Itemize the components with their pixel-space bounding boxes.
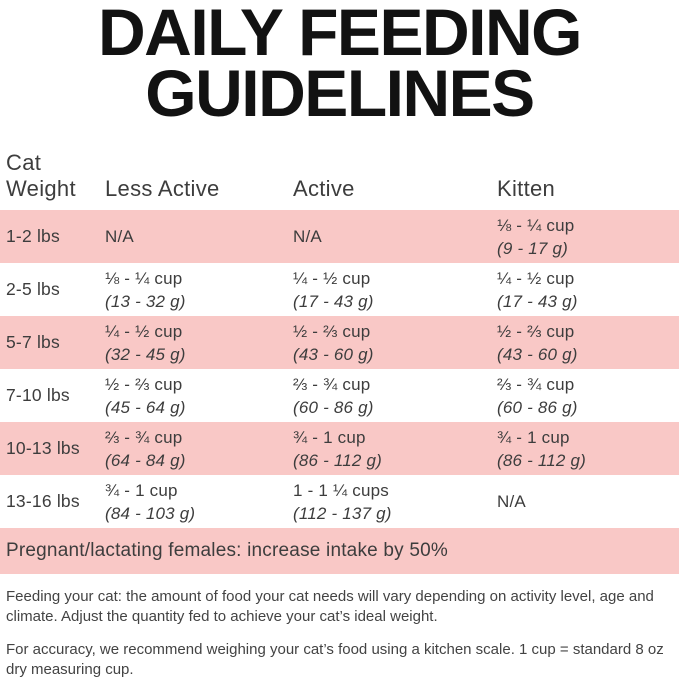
- column-header-less-active: Less Active: [105, 176, 220, 201]
- cups-line: N/A: [293, 227, 322, 246]
- grams-line: (84 - 103 g): [105, 503, 196, 523]
- table-header-row: Cat Weight Less Active Active Kitten: [0, 150, 679, 202]
- grams-line: (17 - 43 g): [293, 291, 374, 311]
- column-header-cat-weight: Cat Weight: [6, 150, 76, 201]
- cups-line: N/A: [105, 227, 134, 246]
- less-active-cell: N/A: [105, 210, 293, 263]
- grams-line: (9 - 17 g): [497, 238, 568, 258]
- cups-line: ⅛ - ¼ cup: [497, 215, 575, 235]
- cups-line: ¾ - 1 cup: [293, 427, 366, 447]
- cups-line: ¼ - ½ cup: [497, 268, 575, 288]
- cups-line: ¾ - 1 cup: [497, 427, 570, 447]
- grams-line: (86 - 112 g): [293, 450, 383, 470]
- footnote-feeding: Feeding your cat: the amount of food you…: [6, 588, 654, 625]
- active-cell: ½ - ⅔ cup (43 - 60 g): [293, 316, 497, 369]
- weight-cell: 13-16 lbs: [6, 491, 80, 511]
- feeding-table: 1-2 lbs N/A N/A ⅛ - ¼ cup (9 - 17 g) 2-5…: [0, 210, 679, 528]
- cups-line: ⅔ - ¾ cup: [293, 374, 371, 394]
- pregnant-note-text: Pregnant/lactating females: increase int…: [6, 540, 448, 561]
- less-active-cell: ½ - ⅔ cup (45 - 64 g): [105, 369, 293, 422]
- table-row: 7-10 lbs ½ - ⅔ cup (45 - 64 g) ⅔ - ¾ cup…: [0, 369, 679, 422]
- cups-line: 1 - 1 ¼ cups: [293, 480, 389, 500]
- grams-line: (13 - 32 g): [105, 291, 186, 311]
- kitten-cell: ⅛ - ¼ cup (9 - 17 g): [497, 210, 679, 263]
- weight-cell: 7-10 lbs: [6, 385, 70, 405]
- column-header-kitten: Kitten: [497, 176, 556, 201]
- cups-line: ¾ - 1 cup: [105, 480, 178, 500]
- active-cell: ¾ - 1 cup (86 - 112 g): [293, 422, 497, 475]
- table-row: 10-13 lbs ⅔ - ¾ cup (64 - 84 g) ¾ - 1 cu…: [0, 422, 679, 475]
- less-active-cell: ¾ - 1 cup (84 - 103 g): [105, 475, 293, 528]
- cups-line: ⅔ - ¾ cup: [497, 374, 575, 394]
- less-active-cell: ¼ - ½ cup (32 - 45 g): [105, 316, 293, 369]
- table-row: 2-5 lbs ⅛ - ¼ cup (13 - 32 g) ¼ - ½ cup …: [0, 263, 679, 316]
- weight-cell: 5-7 lbs: [6, 332, 60, 352]
- weight-cell: 2-5 lbs: [6, 279, 60, 299]
- active-cell: N/A: [293, 210, 497, 263]
- active-cell: 1 - 1 ¼ cups (112 - 137 g): [293, 475, 497, 528]
- kitten-cell: ¼ - ½ cup (17 - 43 g): [497, 263, 679, 316]
- less-active-cell: ⅔ - ¾ cup (64 - 84 g): [105, 422, 293, 475]
- cups-line: ½ - ⅔ cup: [105, 374, 183, 394]
- footnote-accuracy: For accuracy, we recommend weighing your…: [6, 641, 664, 678]
- kitten-cell: ½ - ⅔ cup (43 - 60 g): [497, 316, 679, 369]
- active-cell: ¼ - ½ cup (17 - 43 g): [293, 263, 497, 316]
- grams-line: (64 - 84 g): [105, 450, 186, 470]
- grams-line: (112 - 137 g): [293, 503, 392, 523]
- table-row: 5-7 lbs ¼ - ½ cup (32 - 45 g) ½ - ⅔ cup …: [0, 316, 679, 369]
- cups-line: ¼ - ½ cup: [105, 321, 183, 341]
- kitten-cell: ⅔ - ¾ cup (60 - 86 g): [497, 369, 679, 422]
- cups-line: ⅛ - ¼ cup: [105, 268, 183, 288]
- cups-line: ½ - ⅔ cup: [497, 321, 575, 341]
- cups-line: ¼ - ½ cup: [293, 268, 371, 288]
- grams-line: (45 - 64 g): [105, 397, 186, 417]
- grams-line: (17 - 43 g): [497, 291, 578, 311]
- kitten-cell: N/A: [497, 475, 679, 528]
- grams-line: (43 - 60 g): [497, 344, 578, 364]
- pregnant-note-bar: Pregnant/lactating females: increase int…: [0, 528, 679, 574]
- grams-line: (60 - 86 g): [497, 397, 578, 417]
- page-title: DAILY FEEDING GUIDELINES: [0, 0, 679, 126]
- active-cell: ⅔ - ¾ cup (60 - 86 g): [293, 369, 497, 422]
- less-active-cell: ⅛ - ¼ cup (13 - 32 g): [105, 263, 293, 316]
- weight-cell: 1-2 lbs: [6, 226, 60, 246]
- page-title-line2: GUIDELINES: [145, 56, 535, 130]
- grams-line: (43 - 60 g): [293, 344, 374, 364]
- grams-line: (60 - 86 g): [293, 397, 374, 417]
- grams-line: (86 - 112 g): [497, 450, 587, 470]
- kitten-cell: ¾ - 1 cup (86 - 112 g): [497, 422, 679, 475]
- page-title-line1: DAILY FEEDING: [98, 0, 582, 69]
- cups-line: N/A: [497, 492, 526, 511]
- cups-line: ⅔ - ¾ cup: [105, 427, 183, 447]
- column-header-active: Active: [293, 176, 355, 201]
- grams-line: (32 - 45 g): [105, 344, 186, 364]
- table-row: 1-2 lbs N/A N/A ⅛ - ¼ cup (9 - 17 g): [0, 210, 679, 263]
- table-row: 13-16 lbs ¾ - 1 cup (84 - 103 g) 1 - 1 ¼…: [0, 475, 679, 528]
- cups-line: ½ - ⅔ cup: [293, 321, 371, 341]
- weight-cell: 10-13 lbs: [6, 438, 80, 458]
